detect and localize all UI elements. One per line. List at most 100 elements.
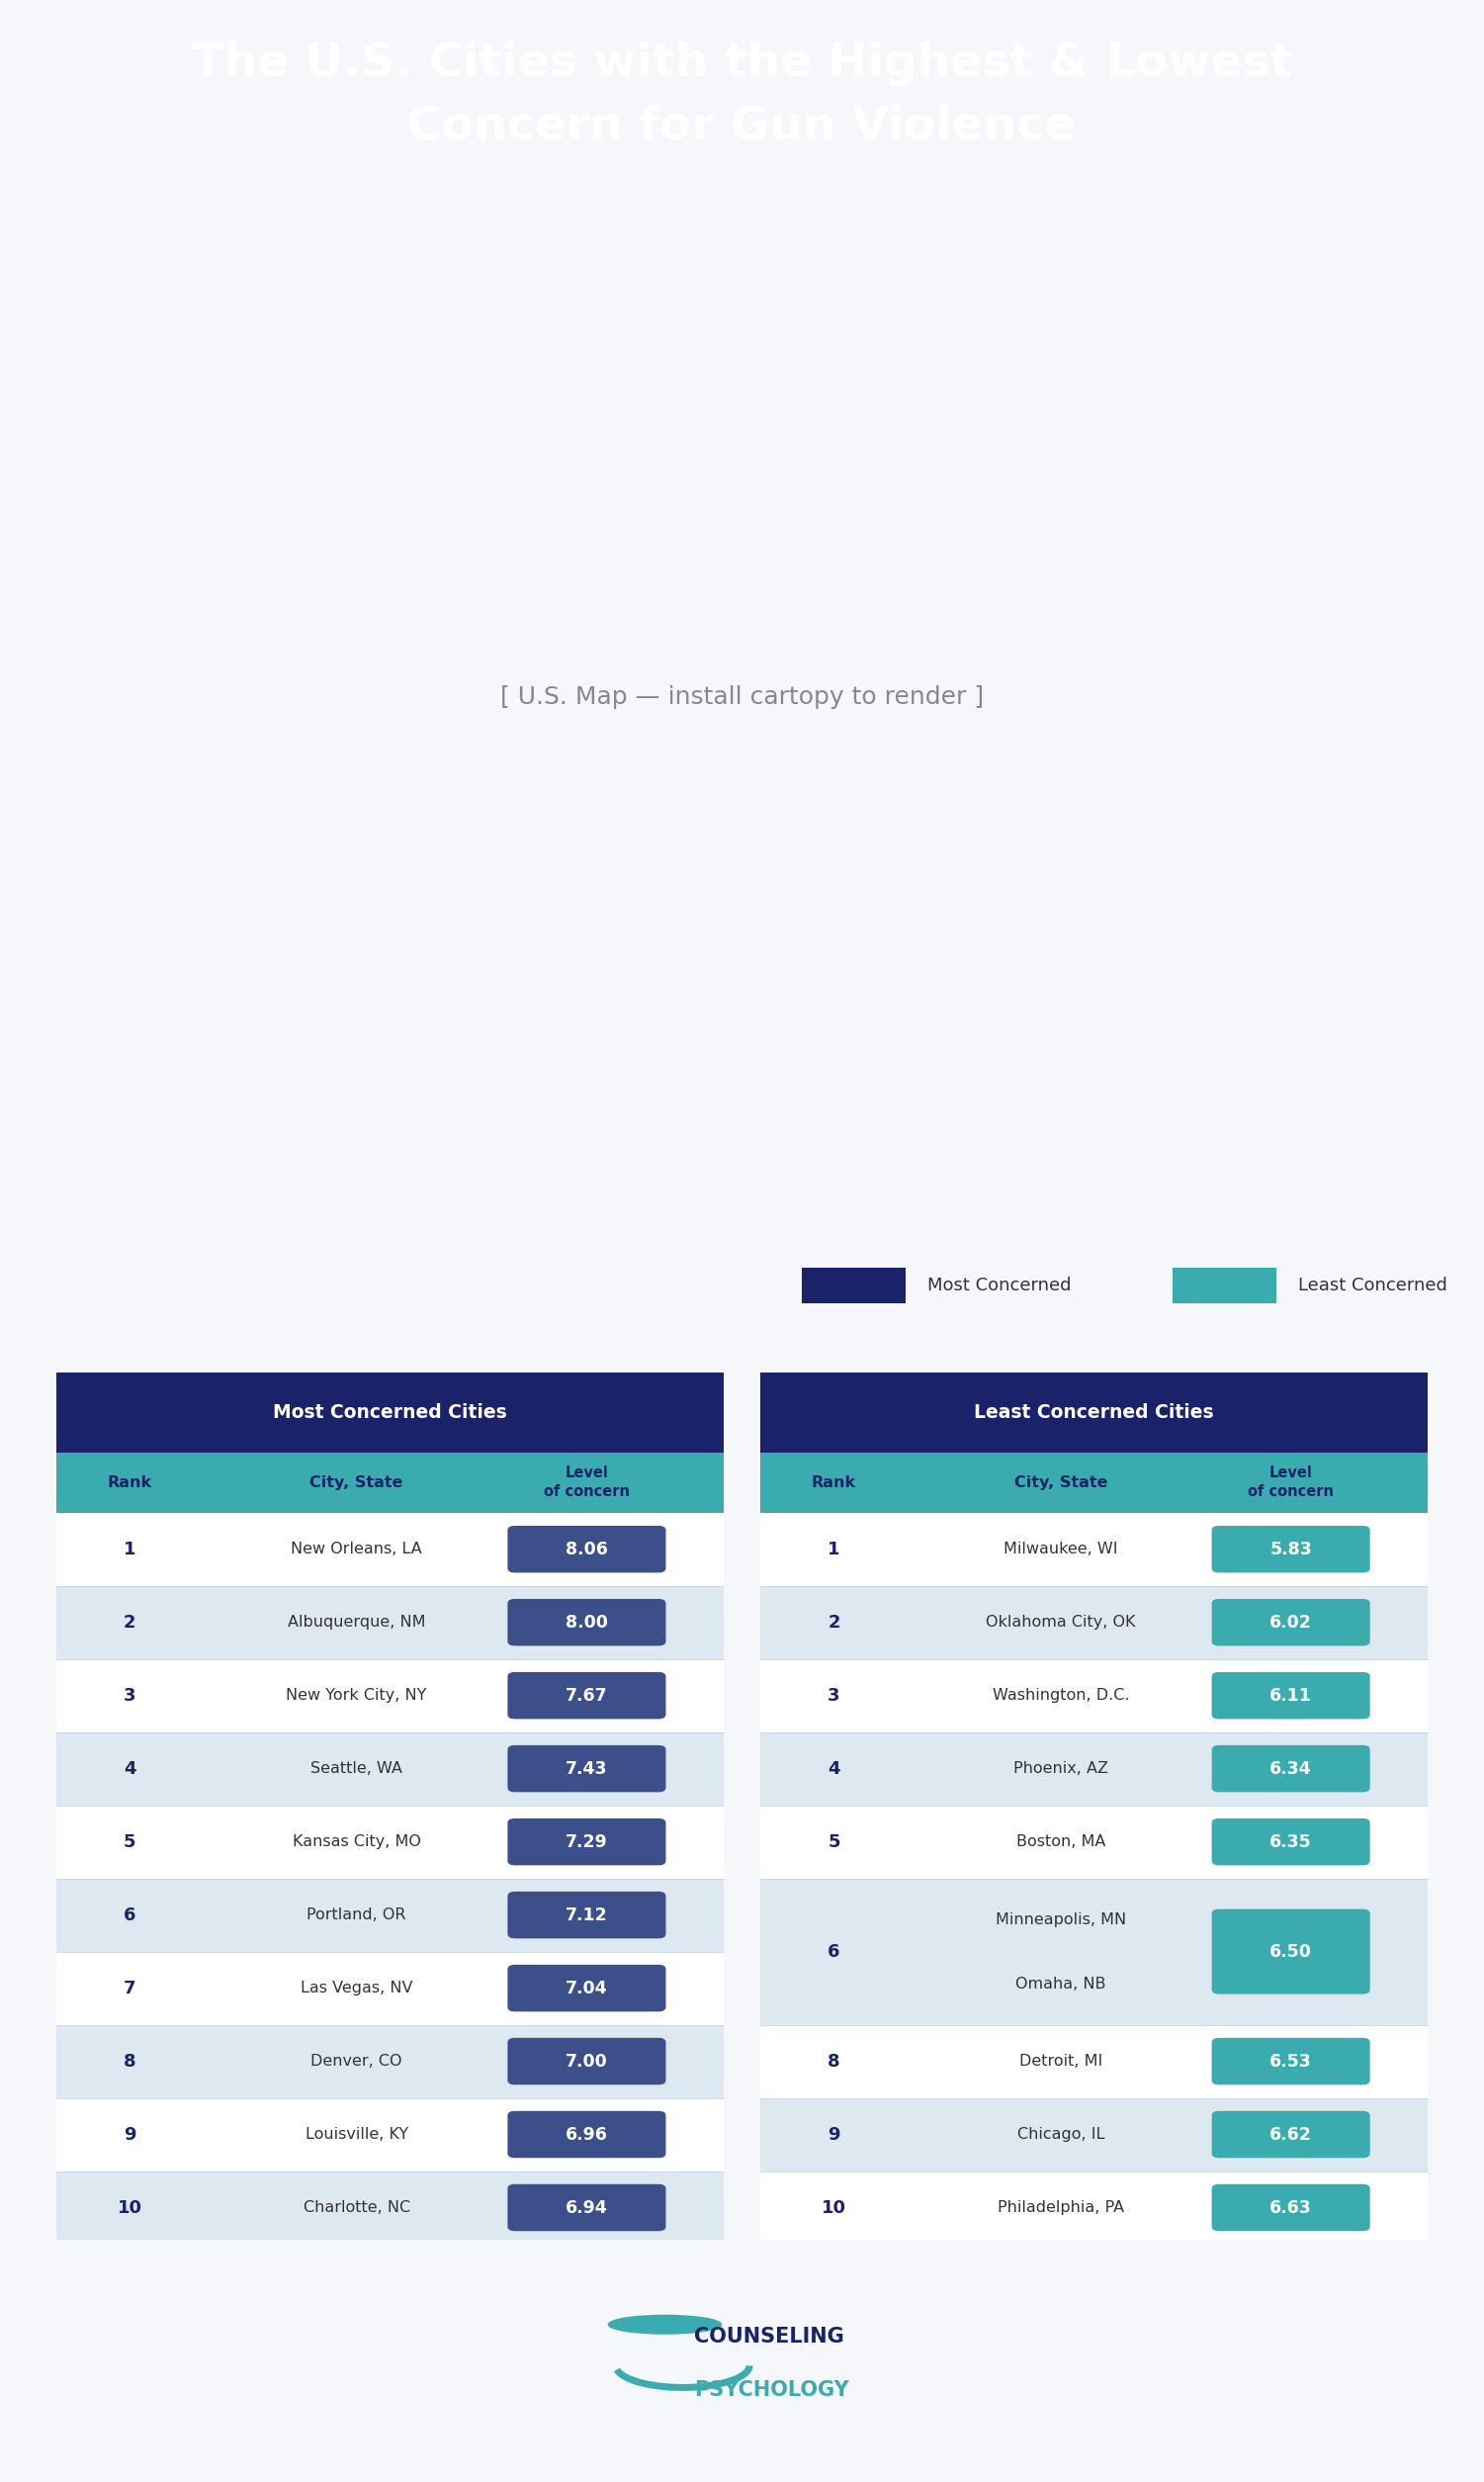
Text: Charlotte, NC: Charlotte, NC	[303, 2199, 410, 2214]
FancyBboxPatch shape	[56, 2172, 724, 2244]
FancyBboxPatch shape	[1212, 1745, 1370, 1792]
FancyBboxPatch shape	[56, 1732, 724, 1804]
FancyBboxPatch shape	[56, 1951, 724, 2025]
Text: 9: 9	[828, 2125, 840, 2144]
Text: Milwaukee, WI: Milwaukee, WI	[1003, 1541, 1117, 1556]
Text: 7: 7	[123, 1978, 137, 1998]
Text: Level
of concern: Level of concern	[543, 1467, 629, 1499]
FancyBboxPatch shape	[760, 1586, 1428, 1658]
FancyBboxPatch shape	[508, 1891, 666, 1938]
Text: 10: 10	[822, 2199, 846, 2216]
Text: 6.11: 6.11	[1270, 1688, 1312, 1705]
FancyBboxPatch shape	[760, 1879, 1428, 2025]
FancyBboxPatch shape	[56, 1879, 724, 1951]
FancyBboxPatch shape	[760, 1452, 1428, 1512]
Text: COUNSELING: COUNSELING	[695, 2326, 844, 2345]
Text: New Orleans, LA: New Orleans, LA	[291, 1541, 421, 1556]
FancyBboxPatch shape	[508, 2184, 666, 2231]
FancyBboxPatch shape	[56, 1804, 724, 1879]
FancyBboxPatch shape	[1212, 1526, 1370, 1574]
Text: City, State: City, State	[1014, 1474, 1107, 1489]
Text: 8.06: 8.06	[565, 1541, 608, 1559]
FancyBboxPatch shape	[56, 1452, 724, 1512]
Text: Albuquerque, NM: Albuquerque, NM	[288, 1616, 426, 1631]
Text: Oklahoma City, OK: Oklahoma City, OK	[985, 1616, 1135, 1631]
Text: 6.35: 6.35	[1270, 1832, 1312, 1852]
Text: 7.04: 7.04	[565, 1978, 608, 1998]
FancyBboxPatch shape	[508, 1526, 666, 1574]
FancyBboxPatch shape	[760, 2097, 1428, 2172]
Text: 2: 2	[123, 1613, 137, 1631]
Text: 1: 1	[828, 1541, 840, 1559]
FancyBboxPatch shape	[508, 1673, 666, 1720]
FancyBboxPatch shape	[1212, 1819, 1370, 1866]
Text: Chicago, IL: Chicago, IL	[1017, 2127, 1104, 2142]
FancyBboxPatch shape	[56, 2025, 724, 2097]
Text: Concern for Gun Violence: Concern for Gun Violence	[408, 104, 1076, 149]
FancyBboxPatch shape	[508, 2112, 666, 2157]
Text: 4: 4	[123, 1760, 137, 1777]
Text: City, State: City, State	[310, 1474, 404, 1489]
Text: 6.62: 6.62	[1270, 2125, 1312, 2144]
FancyBboxPatch shape	[1212, 2184, 1370, 2231]
FancyBboxPatch shape	[508, 2038, 666, 2085]
Text: Seattle, WA: Seattle, WA	[310, 1762, 402, 1777]
FancyBboxPatch shape	[56, 1512, 724, 1586]
Text: 6.96: 6.96	[565, 2125, 608, 2144]
Text: Rank: Rank	[107, 1474, 151, 1489]
Text: Louisville, KY: Louisville, KY	[306, 2127, 408, 2142]
Text: 6.50: 6.50	[1270, 1943, 1312, 1961]
Text: Boston, MA: Boston, MA	[1017, 1834, 1106, 1849]
Text: 4: 4	[828, 1760, 840, 1777]
FancyBboxPatch shape	[801, 1268, 905, 1303]
FancyBboxPatch shape	[56, 1658, 724, 1732]
Text: 5: 5	[828, 1832, 840, 1852]
FancyBboxPatch shape	[508, 1819, 666, 1866]
Text: PSYCHOLOGY: PSYCHOLOGY	[695, 2380, 849, 2400]
Text: 6.63: 6.63	[1270, 2199, 1312, 2216]
Text: The U.S. Cities with the Highest & Lowest: The U.S. Cities with the Highest & Lowes…	[191, 42, 1293, 87]
Text: 8.00: 8.00	[565, 1613, 608, 1631]
FancyBboxPatch shape	[56, 1373, 724, 1452]
Text: 7.00: 7.00	[565, 2053, 608, 2070]
Text: Detroit, MI: Detroit, MI	[1020, 2055, 1103, 2068]
Text: 7.43: 7.43	[565, 1760, 608, 1777]
Text: New York City, NY: New York City, NY	[286, 1688, 427, 1703]
Text: Rank: Rank	[812, 1474, 856, 1489]
Text: Kansas City, MO: Kansas City, MO	[292, 1834, 421, 1849]
Text: 7.12: 7.12	[565, 1906, 608, 1924]
Text: Omaha, NB: Omaha, NB	[1015, 1976, 1106, 1991]
FancyBboxPatch shape	[56, 2244, 724, 2249]
Text: 6.34: 6.34	[1270, 1760, 1312, 1777]
Text: Minneapolis, MN: Minneapolis, MN	[996, 1911, 1126, 1926]
FancyBboxPatch shape	[1212, 2112, 1370, 2157]
Text: 6.53: 6.53	[1270, 2053, 1312, 2070]
Text: Portland, OR: Portland, OR	[307, 1909, 407, 1924]
FancyBboxPatch shape	[1172, 1268, 1276, 1303]
FancyBboxPatch shape	[1212, 1598, 1370, 1646]
FancyBboxPatch shape	[760, 2172, 1428, 2244]
FancyBboxPatch shape	[508, 1966, 666, 2010]
Text: 8: 8	[123, 2053, 137, 2070]
FancyBboxPatch shape	[508, 1598, 666, 1646]
FancyBboxPatch shape	[508, 1745, 666, 1792]
FancyBboxPatch shape	[1212, 1909, 1370, 1993]
Text: 6.02: 6.02	[1270, 1613, 1312, 1631]
Text: 3: 3	[123, 1688, 137, 1705]
Text: 8: 8	[828, 2053, 840, 2070]
FancyBboxPatch shape	[760, 1373, 1428, 1452]
Text: 2: 2	[828, 1613, 840, 1631]
Text: 5.83: 5.83	[1270, 1541, 1312, 1559]
Text: [ U.S. Map — install cartopy to render ]: [ U.S. Map — install cartopy to render ]	[500, 685, 984, 710]
Text: Most Concerned Cities: Most Concerned Cities	[273, 1402, 508, 1422]
Text: 7.67: 7.67	[565, 1688, 608, 1705]
Circle shape	[608, 2316, 721, 2333]
FancyBboxPatch shape	[56, 2097, 724, 2172]
FancyBboxPatch shape	[760, 1658, 1428, 1732]
Text: Las Vegas, NV: Las Vegas, NV	[300, 1981, 413, 1996]
FancyBboxPatch shape	[1212, 2038, 1370, 2085]
FancyBboxPatch shape	[760, 1732, 1428, 1804]
FancyBboxPatch shape	[760, 1512, 1428, 1586]
Text: 6: 6	[123, 1906, 137, 1924]
Text: 3: 3	[828, 1688, 840, 1705]
